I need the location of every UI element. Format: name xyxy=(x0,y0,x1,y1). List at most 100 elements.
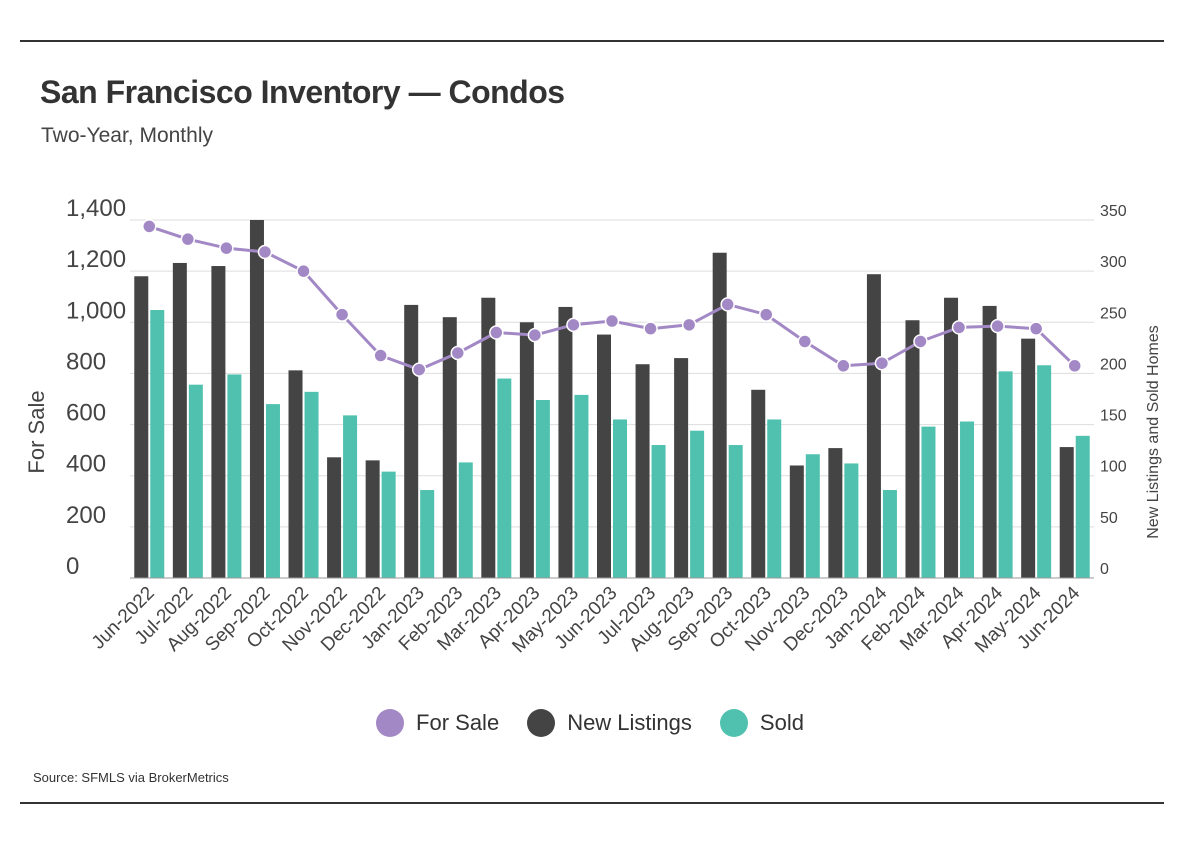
point-for-sale xyxy=(643,321,658,336)
legend-item-for-sale: For Sale xyxy=(376,709,499,737)
legend-item-sold: Sold xyxy=(719,709,804,737)
bar-sold xyxy=(844,463,859,578)
point-for-sale xyxy=(411,362,427,377)
bar-new-listings xyxy=(558,306,573,578)
bar-sold xyxy=(343,415,358,578)
y2-axis-title: New Listings and Sold Homes xyxy=(1145,325,1162,538)
chart-title: San Francisco Inventory — Condos xyxy=(40,74,565,110)
point-for-sale xyxy=(180,231,196,247)
point-for-sale xyxy=(836,358,851,374)
y2-tick-label: 150 xyxy=(1100,408,1127,425)
y2-tick-label: 300 xyxy=(1100,254,1127,271)
bar-sold xyxy=(998,371,1013,578)
point-for-sale xyxy=(797,334,813,349)
y2-tick-label: 350 xyxy=(1100,203,1127,220)
bar-new-listings xyxy=(288,370,303,578)
y-tick-label: 200 xyxy=(66,502,106,529)
bar-sold xyxy=(265,404,280,578)
bar-new-listings xyxy=(751,389,766,578)
point-for-sale xyxy=(758,307,774,322)
point-for-sale xyxy=(450,345,466,361)
bar-new-listings xyxy=(674,358,689,578)
chart-subtitle: Two-Year, Monthly xyxy=(41,124,213,147)
y2-tick-label: 100 xyxy=(1100,459,1127,476)
y2-tick-label: 0 xyxy=(1100,561,1109,578)
point-for-sale xyxy=(296,263,311,279)
bar-sold xyxy=(304,391,319,578)
bar-new-listings xyxy=(404,304,419,578)
point-for-sale xyxy=(990,318,1005,334)
y-tick-label: 600 xyxy=(66,400,106,427)
bar-sold xyxy=(613,419,627,578)
bar-new-listings xyxy=(249,220,264,578)
y2-tick-label: 50 xyxy=(1100,510,1118,527)
point-for-sale xyxy=(489,325,504,340)
bar-new-listings xyxy=(211,266,226,578)
point-for-sale xyxy=(527,327,543,343)
y-tick-label: 1,000 xyxy=(66,297,126,324)
bar-new-listings xyxy=(1021,338,1036,578)
bar-new-listings xyxy=(905,320,920,578)
top-rule xyxy=(20,40,1164,42)
legend-swatch-for-sale xyxy=(376,709,405,737)
point-for-sale xyxy=(720,297,735,312)
bar-new-listings xyxy=(519,322,534,578)
bar-sold xyxy=(535,400,550,578)
bar-new-listings xyxy=(712,252,727,578)
point-for-sale xyxy=(951,320,967,335)
bar-sold xyxy=(728,445,743,578)
bar-sold xyxy=(960,421,975,578)
bar-sold xyxy=(150,310,165,578)
bar-sold xyxy=(1075,435,1090,578)
bar-new-listings xyxy=(597,334,611,578)
point-for-sale xyxy=(1028,321,1044,336)
bar-sold xyxy=(882,490,897,578)
bar-sold xyxy=(805,454,820,578)
bar-new-listings xyxy=(172,262,187,578)
bar-new-listings xyxy=(789,465,804,578)
bar-new-listings xyxy=(481,297,496,578)
bar-new-listings xyxy=(635,364,650,578)
legend-swatch-sold xyxy=(719,709,748,737)
y2-tick-label: 200 xyxy=(1100,356,1127,373)
y-tick-label: 400 xyxy=(66,451,106,478)
bar-sold xyxy=(420,490,435,578)
point-for-sale xyxy=(566,317,581,333)
bar-sold xyxy=(381,471,396,578)
legend-label-for-sale: For Sale xyxy=(416,710,500,735)
bar-sold xyxy=(574,394,589,578)
bar-sold xyxy=(921,426,936,578)
point-for-sale xyxy=(373,348,388,363)
point-for-sale xyxy=(681,317,697,333)
point-for-sale xyxy=(1067,358,1082,374)
bar-new-listings xyxy=(1059,447,1074,578)
y2-tick-label: 250 xyxy=(1100,305,1127,322)
point-for-sale xyxy=(874,355,890,371)
bar-new-listings xyxy=(365,460,380,578)
legend-item-new-listings: New Listings xyxy=(527,709,692,737)
y-tick-label: 0 xyxy=(66,553,79,580)
point-for-sale xyxy=(142,219,157,234)
point-for-sale xyxy=(604,313,620,329)
bar-sold xyxy=(458,462,473,578)
bar-sold xyxy=(188,384,203,578)
source-note: Source: SFMLS via BrokerMetrics xyxy=(33,770,229,785)
bar-new-listings xyxy=(134,276,149,578)
bar-sold xyxy=(690,430,705,578)
point-for-sale xyxy=(257,244,273,260)
bar-new-listings xyxy=(982,305,997,578)
bar-new-listings xyxy=(944,297,959,578)
bottom-rule xyxy=(20,802,1164,804)
point-for-sale xyxy=(913,334,928,349)
y-axis-title: For Sale xyxy=(24,390,49,473)
bar-sold xyxy=(227,374,242,578)
bar-sold xyxy=(497,378,512,578)
bar-new-listings xyxy=(828,448,843,578)
legend-swatch-new-listings xyxy=(527,709,556,737)
chart-svg: 0 200 400 600 800 1,000 1,200 1,400 0 50 100 150 200… xyxy=(24,195,1162,657)
y-tick-label: 1,200 xyxy=(66,246,126,273)
legend-label-sold: Sold xyxy=(759,710,804,735)
bar-sold xyxy=(651,445,666,578)
y-tick-label: 800 xyxy=(66,348,106,375)
bar-new-listings xyxy=(327,457,342,578)
